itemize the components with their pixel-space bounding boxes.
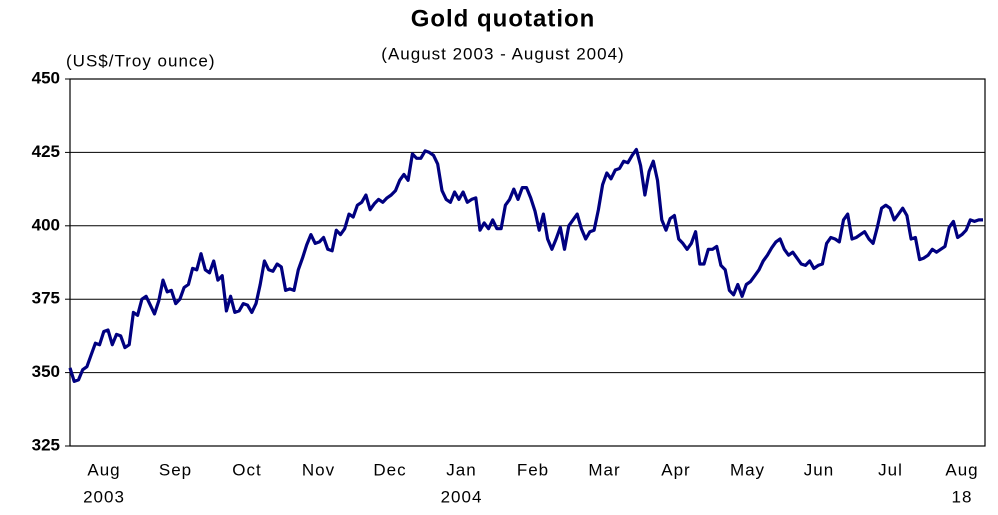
x-tick-label: Aug <box>945 460 978 479</box>
x-tick-label: Nov <box>302 460 335 479</box>
x-tick-label: Aug <box>87 460 120 479</box>
y-tick-label: 375 <box>32 289 60 308</box>
x-tick-label: May <box>730 460 765 479</box>
x-tick-label: Feb <box>517 460 549 479</box>
y-axis-label: (US$/Troy ounce) <box>66 51 216 70</box>
x-tick-label: Jun <box>804 460 834 479</box>
x-tick-label: Dec <box>373 460 406 479</box>
y-tick-label: 325 <box>32 435 60 454</box>
x-tick-label: Sep <box>159 460 192 479</box>
plot-area <box>69 78 986 447</box>
y-tick-label: 425 <box>32 142 60 161</box>
price-line <box>68 147 983 383</box>
y-tick-label: 400 <box>32 215 60 234</box>
y-tick-label: 450 <box>32 68 60 87</box>
x-tick-sublabel: 2004 <box>441 487 483 506</box>
x-tick-sublabel: 2003 <box>83 487 125 506</box>
x-tick-label: Oct <box>232 460 261 479</box>
chart-title: Gold quotation <box>411 5 596 32</box>
y-tick-label: 350 <box>32 362 60 381</box>
x-tick-label: Mar <box>588 460 620 479</box>
x-tick-label: Jan <box>446 460 476 479</box>
x-tick-label: Apr <box>661 460 690 479</box>
x-tick-sublabel: 18 <box>952 487 973 506</box>
x-tick-label: Jul <box>878 460 903 479</box>
chart-subtitle: (August 2003 - August 2004) <box>381 44 624 63</box>
